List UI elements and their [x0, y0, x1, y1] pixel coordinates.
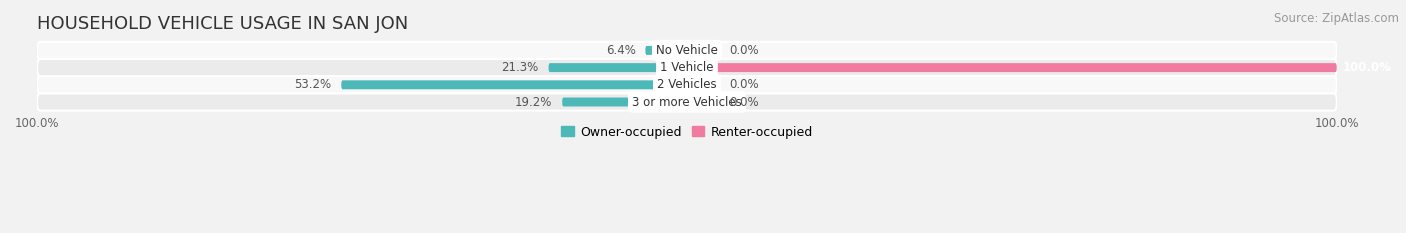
Text: 53.2%: 53.2% [294, 78, 332, 91]
Text: 0.0%: 0.0% [730, 44, 759, 57]
FancyBboxPatch shape [688, 80, 720, 89]
Text: HOUSEHOLD VEHICLE USAGE IN SAN JON: HOUSEHOLD VEHICLE USAGE IN SAN JON [37, 15, 409, 33]
Legend: Owner-occupied, Renter-occupied: Owner-occupied, Renter-occupied [557, 121, 817, 144]
Text: 0.0%: 0.0% [730, 96, 759, 109]
Text: No Vehicle: No Vehicle [657, 44, 718, 57]
FancyBboxPatch shape [37, 76, 1337, 93]
FancyBboxPatch shape [645, 46, 688, 55]
FancyBboxPatch shape [37, 59, 1337, 76]
Text: 6.4%: 6.4% [606, 44, 636, 57]
Text: 21.3%: 21.3% [502, 61, 538, 74]
FancyBboxPatch shape [37, 93, 1337, 111]
FancyBboxPatch shape [562, 98, 688, 106]
FancyBboxPatch shape [688, 63, 1337, 72]
FancyBboxPatch shape [37, 42, 1337, 59]
FancyBboxPatch shape [548, 63, 688, 72]
FancyBboxPatch shape [342, 80, 688, 89]
FancyBboxPatch shape [688, 98, 720, 106]
Text: 19.2%: 19.2% [515, 96, 553, 109]
Text: 3 or more Vehicles: 3 or more Vehicles [633, 96, 742, 109]
Text: 0.0%: 0.0% [730, 78, 759, 91]
Text: 2 Vehicles: 2 Vehicles [657, 78, 717, 91]
Text: 100.0%: 100.0% [1343, 61, 1392, 74]
Text: Source: ZipAtlas.com: Source: ZipAtlas.com [1274, 12, 1399, 25]
FancyBboxPatch shape [688, 46, 720, 55]
Text: 1 Vehicle: 1 Vehicle [661, 61, 714, 74]
